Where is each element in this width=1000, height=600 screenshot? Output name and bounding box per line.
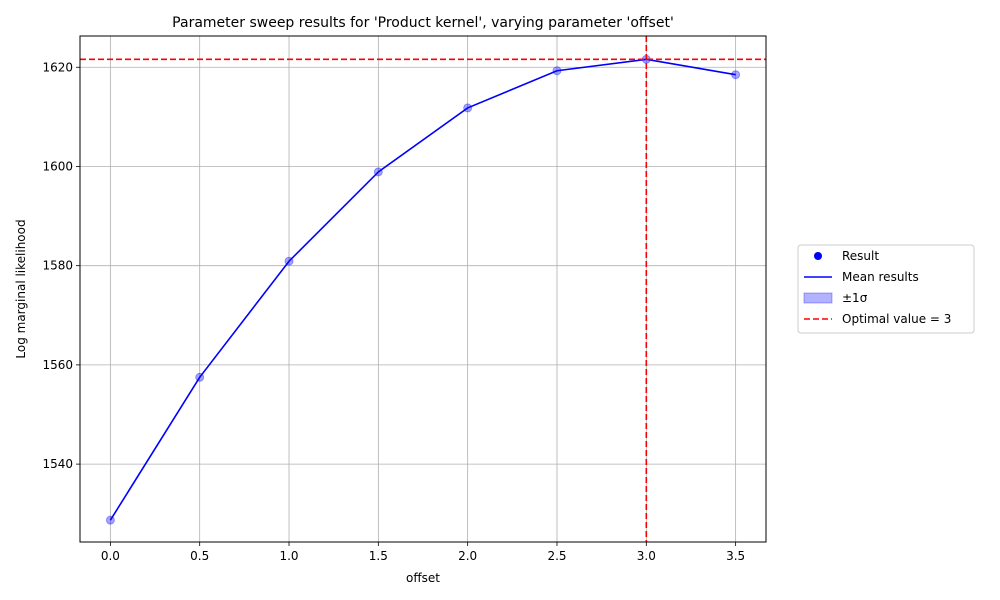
x-tick-label: 2.5 [547,549,566,563]
result-point [552,66,562,76]
grid [80,36,766,542]
result-point [731,70,741,80]
legend-box [797,244,975,334]
legend-result-marker [814,252,822,260]
x-tick-label: 2.0 [458,549,477,563]
result-point [105,515,115,525]
y-tick-label: 1580 [42,259,73,273]
legend-label: Mean results [842,270,919,284]
x-tick-label: 1.5 [369,549,388,563]
axes-frame [79,35,767,543]
x-tick-label: 0.5 [190,549,209,563]
x-axis-label: offset [406,571,440,585]
chart-title: Parameter sweep results for 'Product ker… [172,15,674,31]
mean-results-line [109,58,736,521]
legend-band-patch [803,292,833,304]
legend-label: Optimal value = 3 [842,312,951,326]
plot-area [80,36,766,542]
legend: Result Mean results ±1σ Optimal value = 3 [797,244,975,334]
y-tick-label: 1620 [42,60,73,74]
result-point [463,103,473,113]
x-tick-label: 3.5 [726,549,745,563]
x-tick-label: 3.0 [637,549,656,563]
x-axis: 0.0 0.5 1.0 1.5 2.0 2.5 3.0 3.5 [101,542,745,563]
result-point [284,256,294,266]
legend-label: Result [842,249,879,263]
y-tick-label: 1600 [42,159,73,173]
legend-label: ±1σ [842,291,868,305]
y-tick-label: 1540 [42,457,73,471]
x-tick-label: 0.0 [101,549,120,563]
result-point [373,167,383,177]
y-axis: 1540 1560 1580 1600 1620 [42,60,80,471]
result-point [195,372,205,382]
x-tick-label: 1.0 [279,549,298,563]
y-tick-label: 1560 [42,358,73,372]
y-axis-label: Log marginal likelihood [14,219,28,358]
